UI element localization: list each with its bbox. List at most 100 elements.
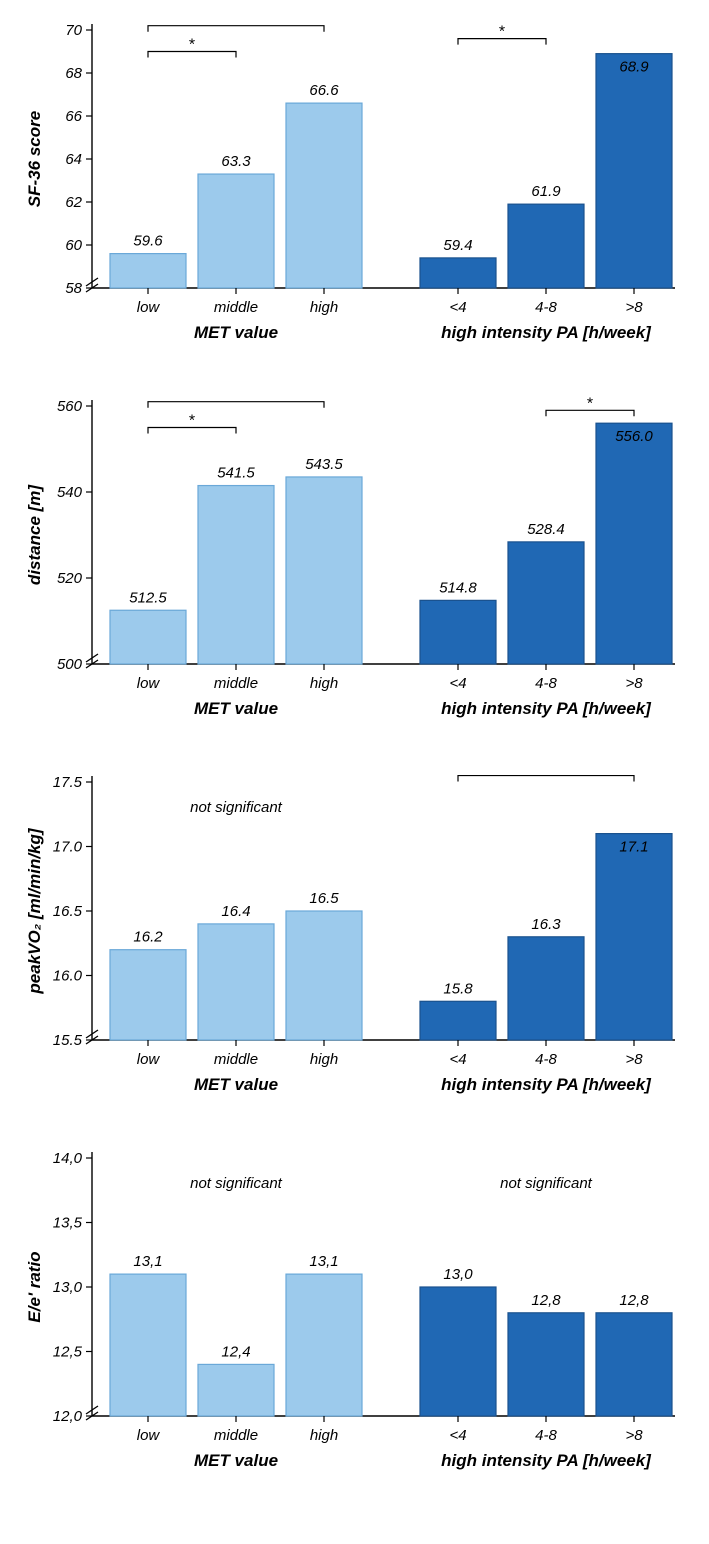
bar [198, 1364, 274, 1416]
bar-value-label: 514.8 [439, 579, 477, 596]
category-label: <4 [449, 1427, 466, 1444]
bar-value-label: 61.9 [531, 183, 561, 200]
ytick-label: 58 [65, 280, 82, 297]
bar-value-label: 16.2 [133, 929, 163, 946]
x-axis-label-left: MET value [194, 1075, 278, 1094]
bar-value-label: 17.1 [619, 839, 648, 856]
panel-distance: 500520540560distance [m]512.5low541.5mid… [20, 396, 689, 740]
bar-value-label: 16.4 [221, 903, 250, 920]
significance-star: * [233, 396, 239, 404]
bar [596, 423, 672, 664]
category-label: high [310, 1051, 338, 1068]
panel-sf36: 58606264666870SF-36 score59.6low63.3midd… [20, 20, 689, 364]
x-axis-label-right: high intensity PA [h/week] [441, 1075, 652, 1094]
bar-value-label: 512.5 [129, 589, 167, 606]
bar [198, 924, 274, 1040]
significance-star: * [233, 20, 239, 28]
category-label: high [310, 299, 338, 316]
bar [508, 1313, 584, 1416]
x-axis-label-left: MET value [194, 1451, 278, 1470]
bar [286, 1274, 362, 1416]
category-label: middle [214, 1051, 258, 1068]
ytick-label: 17.5 [53, 774, 83, 791]
category-label: >8 [625, 1427, 643, 1444]
bar [286, 911, 362, 1040]
ytick-label: 13,5 [53, 1215, 83, 1232]
bar [420, 600, 496, 664]
bar-value-label: 15.8 [443, 980, 473, 997]
x-axis-label-left: MET value [194, 323, 278, 342]
bar-value-label: 59.6 [133, 233, 163, 250]
ytick-label: 62 [65, 194, 82, 211]
bar [596, 54, 672, 288]
bar-value-label: 13,1 [133, 1253, 162, 1270]
ytick-label: 14,0 [53, 1150, 83, 1167]
bar [286, 477, 362, 664]
ytick-label: 16.0 [53, 968, 83, 985]
category-label: low [137, 675, 161, 692]
bar [198, 174, 274, 288]
bar-value-label: 12,4 [221, 1343, 250, 1360]
category-label: <4 [449, 1051, 466, 1068]
bar-value-label: 13,1 [309, 1253, 338, 1270]
category-label: <4 [449, 675, 466, 692]
x-axis-label-right: high intensity PA [h/week] [441, 1451, 652, 1470]
y-axis-label: peakVO₂ [ml/min/kg] [25, 827, 44, 995]
bar-value-label: 68.9 [619, 59, 649, 76]
ytick-label: 560 [57, 398, 83, 415]
category-label: >8 [625, 1051, 643, 1068]
category-label: 4-8 [535, 675, 557, 692]
bar [110, 610, 186, 664]
bar-value-label: 63.3 [221, 153, 251, 170]
ytick-label: 12,0 [53, 1408, 83, 1425]
ytick-label: 520 [57, 570, 83, 587]
x-axis-label-left: MET value [194, 699, 278, 718]
category-label: high [310, 1427, 338, 1444]
bar [110, 254, 186, 288]
bar-value-label: 556.0 [615, 428, 653, 445]
bar-value-label: 66.6 [309, 82, 339, 99]
category-label: <4 [449, 299, 466, 316]
bar [420, 258, 496, 288]
bar [508, 204, 584, 288]
bar-value-label: 59.4 [443, 237, 472, 254]
y-axis-label: E/e' ratio [25, 1251, 44, 1322]
category-label: >8 [625, 299, 643, 316]
significance-star: * [189, 37, 195, 54]
annotation-text: not significant [190, 1175, 283, 1192]
ytick-label: 13,0 [53, 1279, 83, 1296]
annotation-text: not significant [190, 799, 283, 816]
bar-value-label: 16.3 [531, 916, 561, 933]
ytick-label: 16.5 [53, 903, 83, 920]
category-label: middle [214, 299, 258, 316]
significance-star: * [587, 396, 593, 412]
bar-value-label: 541.5 [217, 465, 255, 482]
ytick-label: 12,5 [53, 1344, 83, 1361]
y-axis-label: SF-36 score [25, 111, 44, 207]
annotation-text: not significant [500, 1175, 593, 1192]
x-axis-label-right: high intensity PA [h/week] [441, 323, 652, 342]
category-label: low [137, 299, 161, 316]
panel-ee: 12,012,513,013,514,0E/e' ratio13,1low12,… [20, 1148, 689, 1492]
ytick-label: 64 [65, 151, 82, 168]
significance-star: * [189, 413, 195, 430]
category-label: 4-8 [535, 299, 557, 316]
bar-value-label: 16.5 [309, 890, 339, 907]
category-label: middle [214, 675, 258, 692]
panel-peakvo2: 15.516.016.517.017.5peakVO₂ [ml/min/kg]1… [20, 772, 689, 1116]
category-label: 4-8 [535, 1051, 557, 1068]
bar [420, 1287, 496, 1416]
bar [508, 542, 584, 664]
bar [110, 1274, 186, 1416]
ytick-label: 60 [65, 237, 82, 254]
bar [596, 834, 672, 1040]
ytick-label: 68 [65, 65, 82, 82]
significance-star: * [499, 24, 505, 41]
category-label: high [310, 675, 338, 692]
bar [508, 937, 584, 1040]
category-label: >8 [625, 675, 643, 692]
bar-value-label: 12,8 [531, 1292, 561, 1309]
ytick-label: 15.5 [53, 1032, 83, 1049]
significance-star: * [543, 772, 549, 778]
chart-grid: 58606264666870SF-36 score59.6low63.3midd… [20, 20, 689, 1492]
